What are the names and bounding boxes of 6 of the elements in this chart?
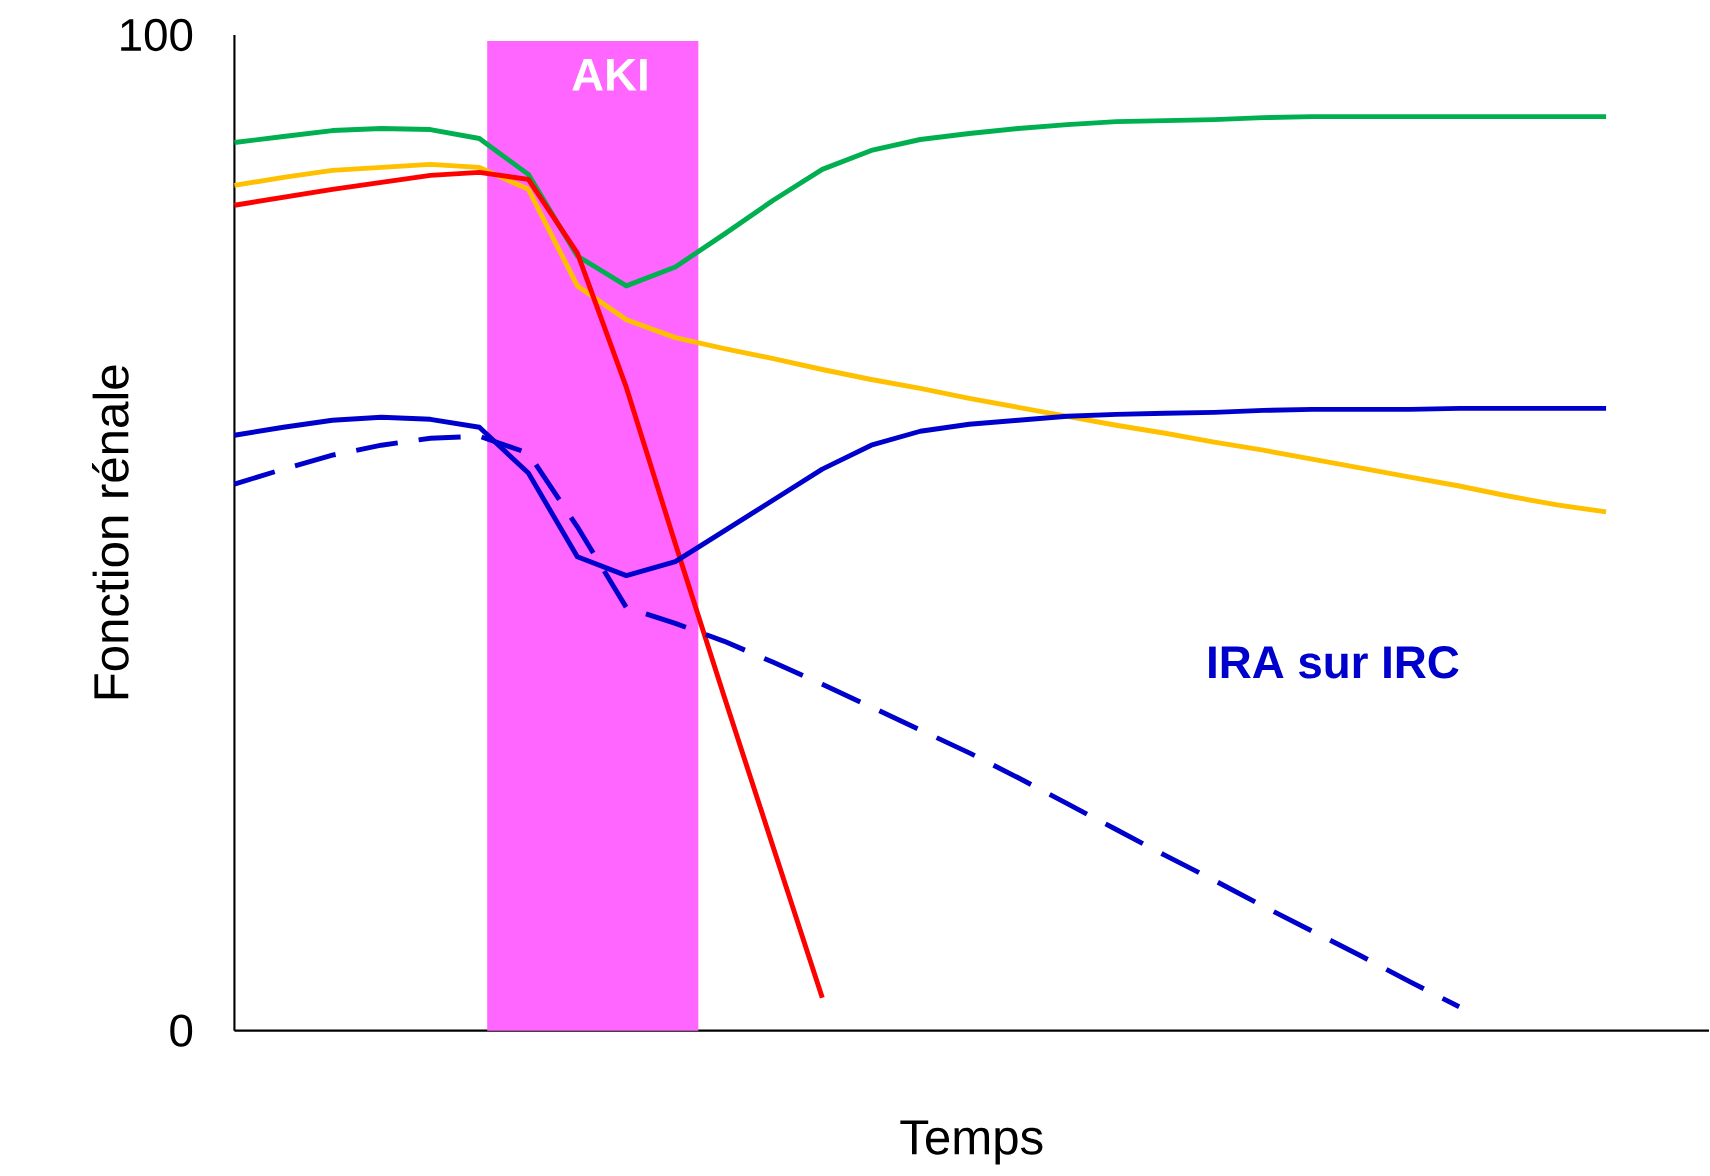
annotation: AKI xyxy=(572,59,647,91)
annotation: IRA sur IRC xyxy=(1209,646,1459,679)
x-axis-title: Temps xyxy=(900,1120,1043,1165)
y-tick-label: 100 xyxy=(121,18,193,52)
y-axis-title: Fonction rénale xyxy=(91,365,129,699)
y-tick-label: 0 xyxy=(170,1014,193,1047)
